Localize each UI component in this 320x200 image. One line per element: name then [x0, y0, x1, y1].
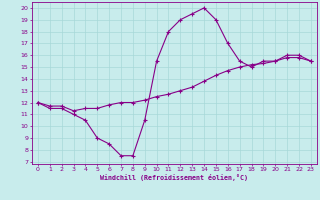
- X-axis label: Windchill (Refroidissement éolien,°C): Windchill (Refroidissement éolien,°C): [100, 174, 248, 181]
